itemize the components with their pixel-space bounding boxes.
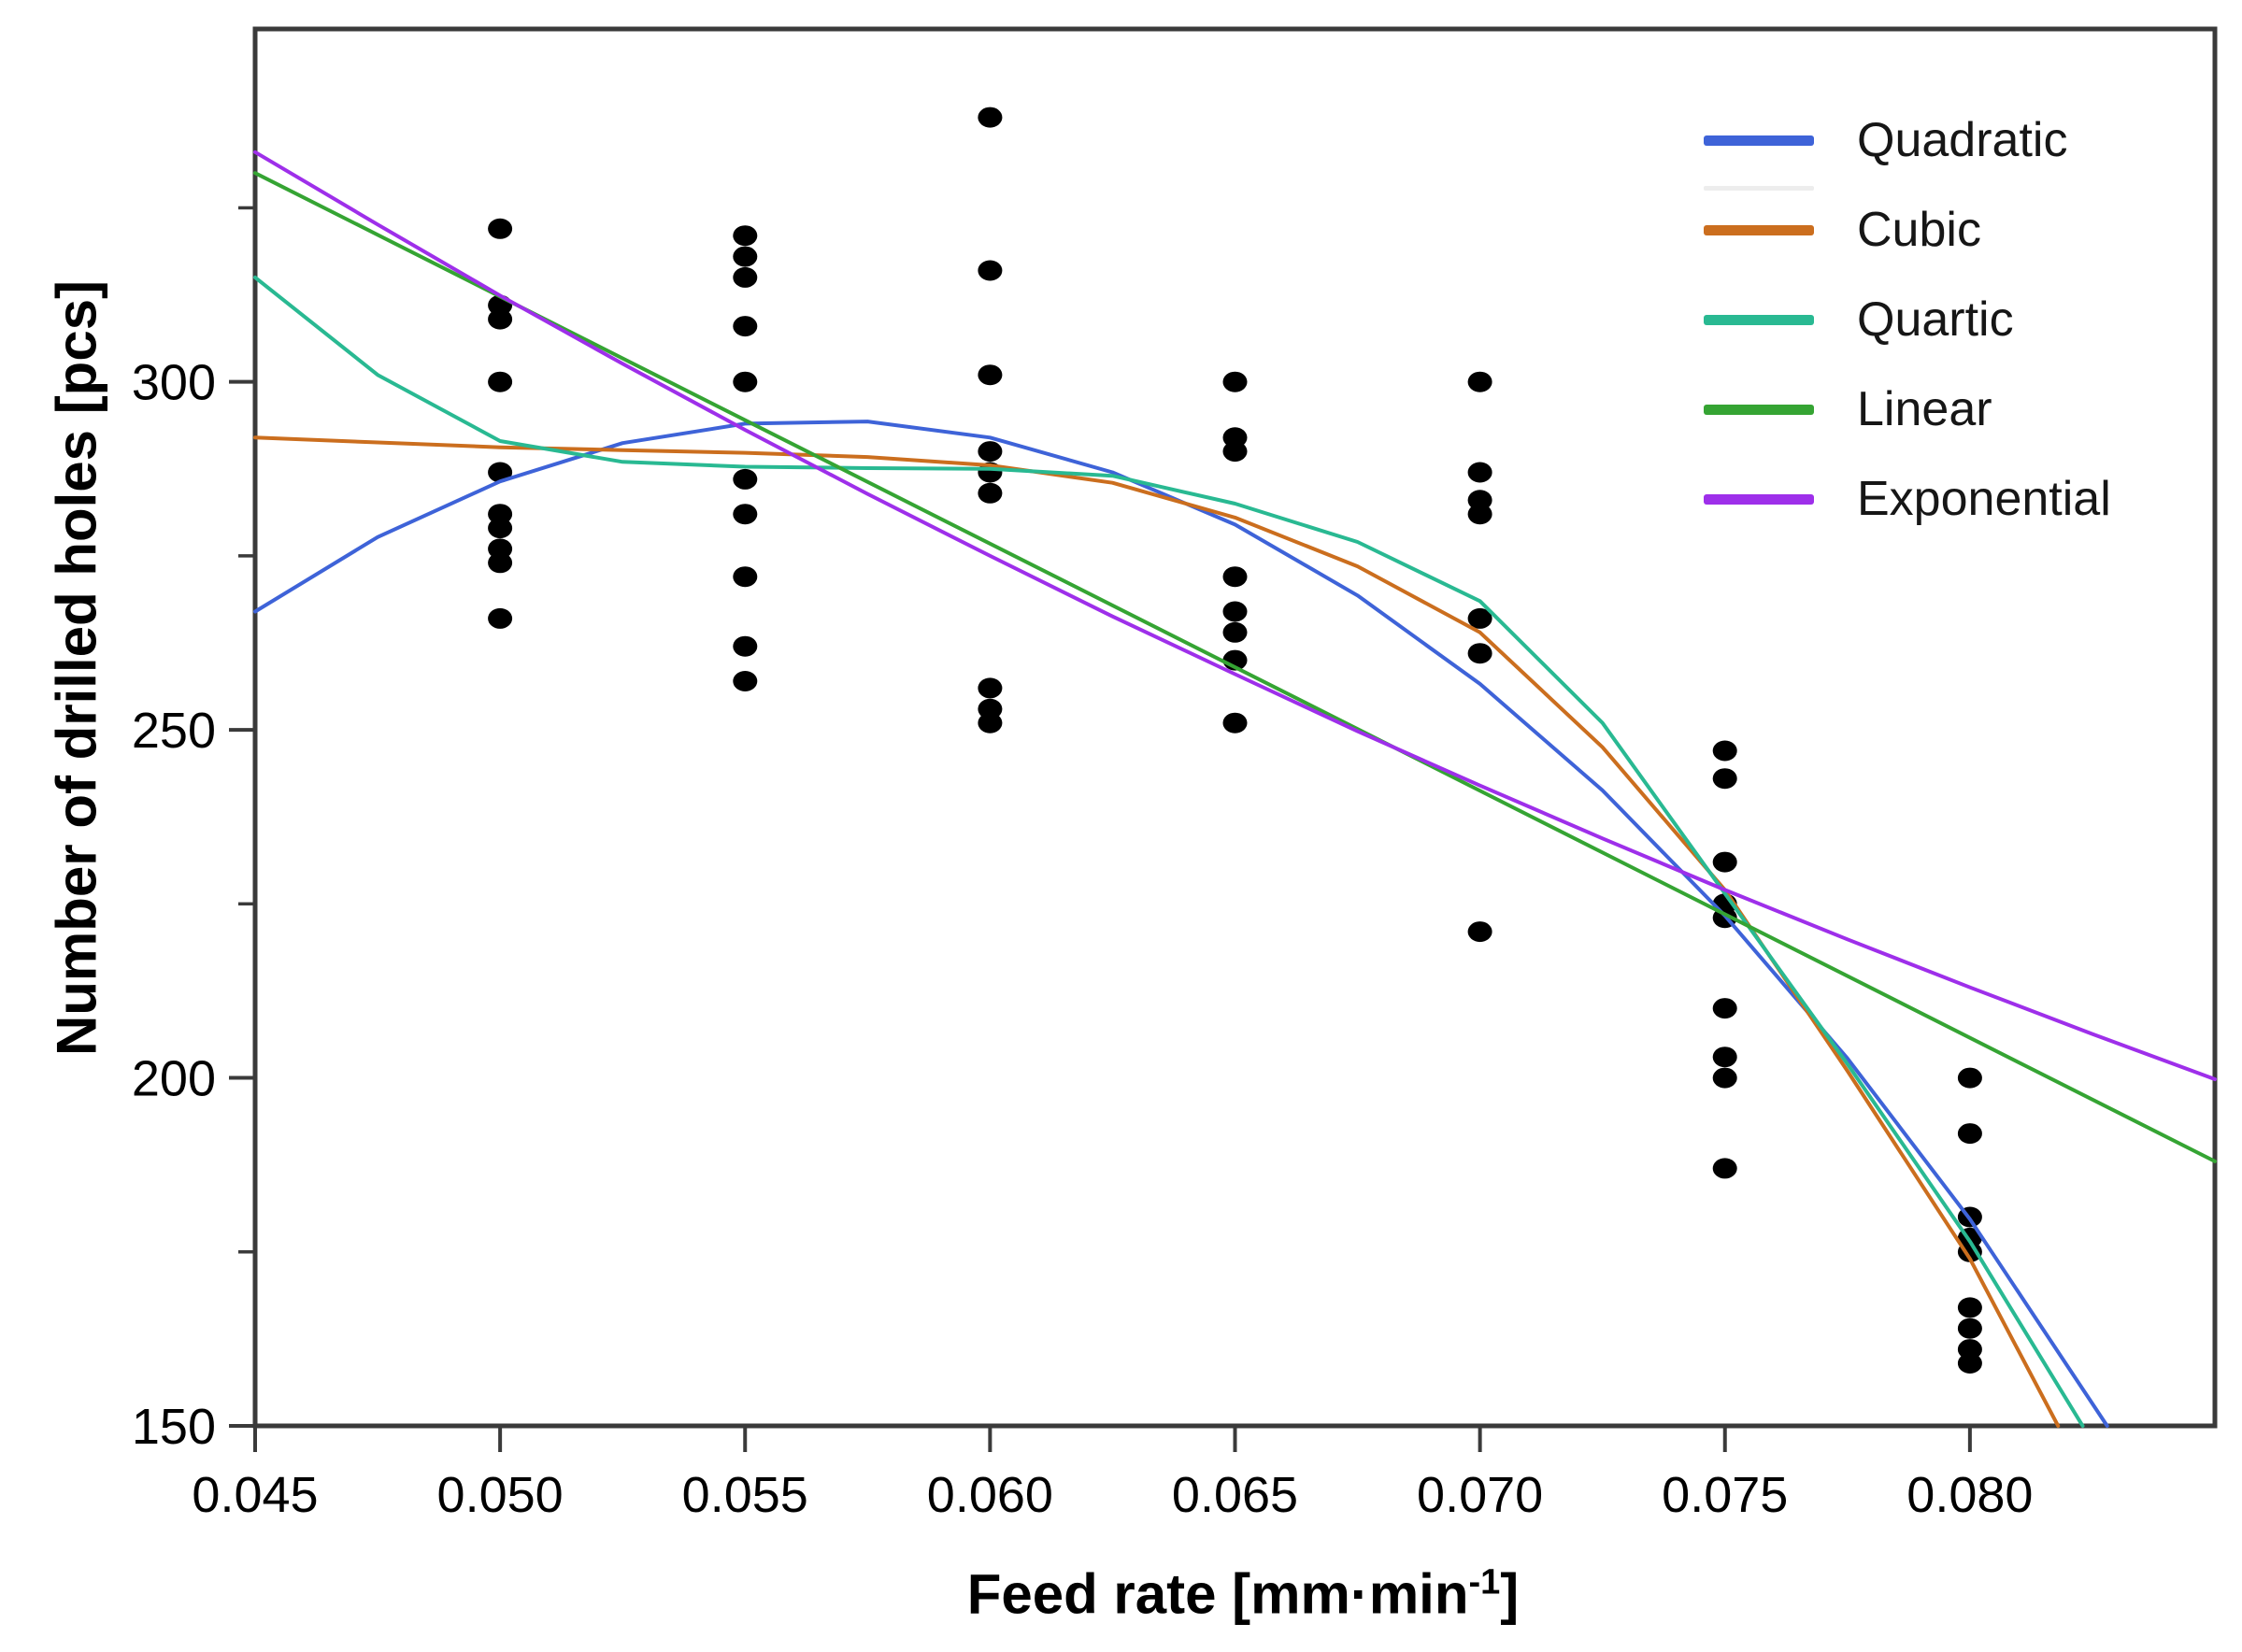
data-point [733, 246, 758, 267]
data-point [733, 371, 758, 392]
data-point [978, 482, 1003, 504]
fit-curve-quadratic [253, 420, 2109, 1428]
data-point [488, 462, 513, 483]
data-point [1712, 851, 1737, 873]
data-point [1222, 371, 1248, 392]
legend-swatch-quartic [1704, 314, 1814, 325]
legend-label: Exponential [1857, 472, 2111, 526]
data-point [733, 504, 758, 525]
legend-item-quartic: Quartic [1704, 275, 2227, 364]
data-point [488, 218, 513, 239]
legend-label: Quadratic [1857, 113, 2068, 167]
data-point [1957, 1297, 1982, 1318]
x-tick-label: 0.070 [1417, 1467, 1543, 1523]
legend-swatch-cubic [1704, 224, 1814, 235]
data-point [733, 225, 758, 247]
legend-item-exponential: Exponential [1704, 454, 2227, 544]
data-point [488, 308, 513, 330]
data-point [978, 107, 1003, 128]
data-point [1712, 998, 1737, 1019]
data-point [1222, 621, 1248, 643]
data-point [733, 566, 758, 588]
legend-label: Cubic [1857, 203, 1981, 257]
data-point [1467, 643, 1492, 664]
fit-curve-exponential [253, 150, 2217, 1081]
data-point [978, 441, 1003, 463]
x-tick-label: 0.080 [1906, 1467, 2033, 1523]
data-point [1712, 740, 1737, 762]
data-point [488, 607, 513, 629]
data-point [1957, 1067, 1982, 1089]
data-point [488, 371, 513, 392]
data-point [978, 364, 1003, 386]
data-point [978, 260, 1003, 281]
fit-curves [253, 150, 2217, 1428]
x-axis-title-text: Feed rate [mm·min [966, 1562, 1469, 1626]
x-axis-title-bracket: ] [1500, 1562, 1520, 1626]
data-point [488, 518, 513, 539]
x-tick-label: 0.060 [927, 1467, 1053, 1523]
data-point [1222, 441, 1248, 463]
data-point [1712, 1158, 1737, 1179]
legend-swatch-quadratic [1704, 135, 1814, 146]
legend-label: Linear [1857, 382, 1992, 436]
y-tick-label: 150 [132, 1399, 216, 1455]
legend-faint-divider [1704, 186, 1814, 191]
fit-curve-quartic [253, 275, 2085, 1428]
data-point [1467, 504, 1492, 525]
y-axis-title: Number of drilled holes [pcs] [45, 279, 108, 1057]
x-tick-label: 0.050 [437, 1467, 564, 1523]
legend-label: Quartic [1857, 292, 2014, 347]
legend-item-quadratic: Quadratic [1704, 95, 2227, 185]
x-axis-title-superscript: -1 [1468, 1562, 1501, 1602]
data-point [1957, 1317, 1982, 1339]
data-point [1222, 601, 1248, 622]
y-axis-ticks: 150 200 250 300 [132, 206, 253, 1455]
data-point [1957, 1353, 1982, 1374]
data-point [1222, 566, 1248, 588]
x-axis-title: Feed rate [mm·min-1] [967, 1562, 1520, 1627]
data-point [733, 635, 758, 657]
plot-frame [252, 26, 2218, 1429]
x-tick-label: 0.045 [192, 1467, 318, 1523]
x-axis-ticks: 0.045 0.050 0.055 0.060 0.065 0.070 0.075 0.080 [192, 1428, 2033, 1523]
data-point [1957, 1123, 1982, 1145]
legend-item-cubic: Cubic [1704, 185, 2227, 275]
scatter-points [488, 107, 1982, 1374]
data-point [733, 468, 758, 490]
data-point [733, 671, 758, 691]
data-point [978, 712, 1003, 733]
x-tick-label: 0.055 [682, 1467, 808, 1523]
data-point [488, 552, 513, 574]
data-point [1222, 712, 1248, 733]
data-point [733, 316, 758, 337]
data-point [978, 677, 1003, 699]
data-point [1712, 1067, 1737, 1089]
legend: Quadratic Cubic Quartic Linear Exponential [1704, 95, 2227, 544]
legend-swatch-linear [1704, 404, 1814, 415]
data-point [733, 266, 758, 288]
x-tick-label: 0.065 [1172, 1467, 1298, 1523]
data-point [1467, 921, 1492, 943]
fit-curve-cubic [253, 435, 2061, 1428]
data-point [1712, 768, 1737, 790]
y-tick-label: 250 [132, 703, 216, 759]
y-tick-label: 300 [132, 355, 216, 411]
data-point [1467, 462, 1492, 483]
y-tick-label: 200 [132, 1051, 216, 1107]
legend-item-linear: Linear [1704, 364, 2227, 454]
data-point [1467, 371, 1492, 392]
data-point [1467, 607, 1492, 629]
legend-swatch-exponential [1704, 493, 1814, 505]
x-tick-label: 0.075 [1662, 1467, 1788, 1523]
fit-curve-linear [253, 171, 2217, 1163]
data-point [1712, 1047, 1737, 1068]
